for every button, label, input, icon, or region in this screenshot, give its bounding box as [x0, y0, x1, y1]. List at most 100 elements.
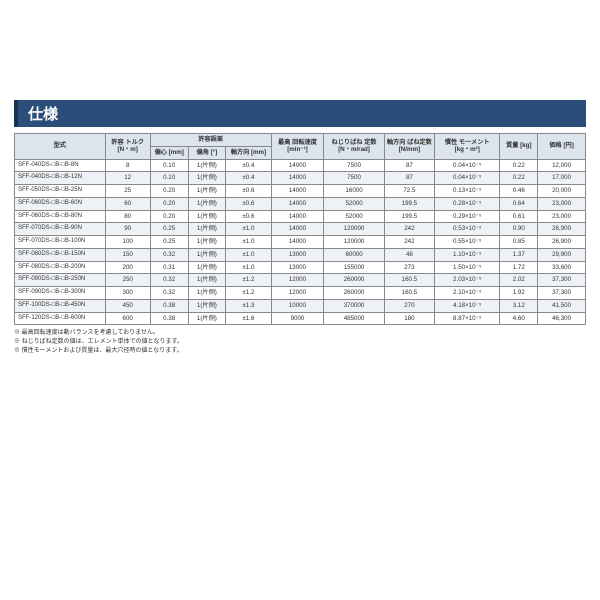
cell-tors: 60000	[324, 248, 384, 261]
table-head: 型式 許容 トルク [N・m] 許容誤差 最高 回転速度 [min⁻¹] ねじり…	[15, 134, 586, 160]
cell-rpm: 12000	[271, 274, 324, 287]
cell-tors: 155000	[324, 261, 384, 274]
cell-rpm: 9000	[271, 312, 324, 325]
cell-axsp: 160.5	[384, 287, 434, 300]
cell-price: 26,900	[538, 236, 586, 249]
cell-price: 20,000	[538, 185, 586, 198]
cell-mass: 0.61	[500, 210, 538, 223]
cell-model: SFF-070DS-□B-□B-100N	[15, 236, 106, 249]
cell-ax: ±0.4	[226, 172, 271, 185]
cell-ecc: 0.31	[150, 261, 188, 274]
cell-axsp: 160.5	[384, 274, 434, 287]
cell-model: SFF-090DS-□B-□B-300N	[15, 287, 106, 300]
cell-mass: 1.72	[500, 261, 538, 274]
cell-mom: 0.55×10⁻⁵	[435, 236, 500, 249]
cell-tors: 485000	[324, 312, 384, 325]
cell-model: SFF-070DS-□B-□B-90N	[15, 223, 106, 236]
cell-ax: ±0.6	[226, 197, 271, 210]
table-body: SFF-040DS-□B-□B-8N80.101(片側)±0.414000750…	[15, 159, 586, 325]
cell-mom: 0.04×10⁻⁵	[435, 172, 500, 185]
th-mass: 質量 [kg]	[500, 134, 538, 160]
cell-axsp: 273	[384, 261, 434, 274]
cell-ang: 1(片側)	[188, 185, 226, 198]
cell-tors: 260000	[324, 287, 384, 300]
cell-ax: ±1.0	[226, 248, 271, 261]
cell-model: SFF-040DS-□B-□B-8N	[15, 159, 106, 172]
cell-mass: 1.37	[500, 248, 538, 261]
cell-tq: 80	[105, 210, 150, 223]
cell-mom: 1.50×10⁻⁵	[435, 261, 500, 274]
cell-tors: 7500	[324, 172, 384, 185]
cell-tq: 200	[105, 261, 150, 274]
cell-ax: ±0.6	[226, 185, 271, 198]
cell-tors: 120000	[324, 223, 384, 236]
cell-price: 37,300	[538, 274, 586, 287]
cell-ang: 1(片側)	[188, 261, 226, 274]
cell-axsp: 87	[384, 159, 434, 172]
th-axial: 軸方向 [mm]	[226, 146, 271, 159]
table-row: SFF-090DS-□B-□B-250N2500.321(片側)±1.21200…	[15, 274, 586, 287]
cell-ang: 1(片側)	[188, 236, 226, 249]
cell-ang: 1(片側)	[188, 287, 226, 300]
cell-model: SFF-080DS-□B-□B-150N	[15, 248, 106, 261]
cell-ecc: 0.20	[150, 185, 188, 198]
cell-tq: 450	[105, 299, 150, 312]
cell-tors: 52000	[324, 197, 384, 210]
cell-ecc: 0.10	[150, 172, 188, 185]
cell-model: SFF-090DS-□B-□B-250N	[15, 274, 106, 287]
cell-ax: ±0.4	[226, 159, 271, 172]
cell-mom: 8.87×10⁻⁵	[435, 312, 500, 325]
cell-ang: 1(片側)	[188, 248, 226, 261]
table-row: SFF-040DS-□B-□B-8N80.101(片側)±0.414000750…	[15, 159, 586, 172]
cell-rpm: 14000	[271, 197, 324, 210]
table-row: SFF-060DS-□B-□B-60N600.201(片側)±0.6140005…	[15, 197, 586, 210]
cell-tors: 16000	[324, 185, 384, 198]
cell-ax: ±1.0	[226, 236, 271, 249]
cell-ecc: 0.20	[150, 210, 188, 223]
cell-mass: 0.64	[500, 197, 538, 210]
cell-ax: ±1.2	[226, 287, 271, 300]
table-row: SFF-050DS-□B-□B-25N250.201(片側)±0.6140001…	[15, 185, 586, 198]
cell-mom: 1.10×10⁻⁵	[435, 248, 500, 261]
spec-table: 型式 許容 トルク [N・m] 許容誤差 最高 回転速度 [min⁻¹] ねじり…	[14, 133, 586, 325]
table-row: SFF-070DS-□B-□B-90N900.251(片側)±1.0140001…	[15, 223, 586, 236]
cell-mass: 0.22	[500, 159, 538, 172]
cell-ecc: 0.32	[150, 287, 188, 300]
cell-ax: ±1.2	[226, 274, 271, 287]
cell-model: SFF-060DS-□B-□B-60N	[15, 197, 106, 210]
cell-axsp: 199.5	[384, 210, 434, 223]
cell-price: 29,900	[538, 248, 586, 261]
cell-tors: 7500	[324, 159, 384, 172]
cell-mass: 4.60	[500, 312, 538, 325]
cell-axsp: 270	[384, 299, 434, 312]
cell-price: 26,900	[538, 223, 586, 236]
spec-page: 仕様 型式 許容 トルク [N・m] 許容誤差 最高 回転速度 [min⁻¹] …	[0, 0, 600, 367]
cell-ang: 1(片側)	[188, 210, 226, 223]
cell-ax: ±1.6	[226, 312, 271, 325]
cell-ang: 1(片側)	[188, 312, 226, 325]
cell-rpm: 13000	[271, 248, 324, 261]
cell-rpm: 14000	[271, 159, 324, 172]
cell-model: SFF-080DS-□B-□B-200N	[15, 261, 106, 274]
cell-tq: 250	[105, 274, 150, 287]
cell-axsp: 199.5	[384, 197, 434, 210]
table-row: SFF-080DS-□B-□B-200N2000.311(片側)±1.01300…	[15, 261, 586, 274]
cell-mom: 0.28×10⁻⁵	[435, 197, 500, 210]
th-price: 価格 [円]	[538, 134, 586, 160]
cell-rpm: 14000	[271, 236, 324, 249]
cell-price: 12,000	[538, 159, 586, 172]
cell-tq: 12	[105, 172, 150, 185]
cell-price: 41,500	[538, 299, 586, 312]
cell-tq: 90	[105, 223, 150, 236]
cell-ax: ±0.6	[226, 210, 271, 223]
cell-ecc: 0.32	[150, 274, 188, 287]
cell-ax: ±1.0	[226, 223, 271, 236]
cell-tors: 260000	[324, 274, 384, 287]
table-row: SFF-070DS-□B-□B-100N1000.251(片側)±1.01400…	[15, 236, 586, 249]
th-ecc: 偏心 [mm]	[150, 146, 188, 159]
cell-tq: 300	[105, 287, 150, 300]
cell-mom: 0.29×10⁻⁵	[435, 210, 500, 223]
cell-mass: 0.46	[500, 185, 538, 198]
cell-tq: 8	[105, 159, 150, 172]
footnote: ※ 慣性モーメントおよび質量は、最大穴径時の値となります。	[14, 347, 586, 355]
